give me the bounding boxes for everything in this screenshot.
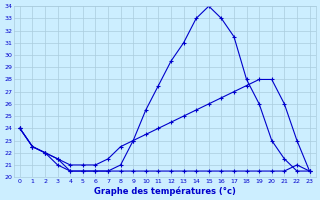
X-axis label: Graphe des températures (°c): Graphe des températures (°c) (94, 186, 236, 196)
